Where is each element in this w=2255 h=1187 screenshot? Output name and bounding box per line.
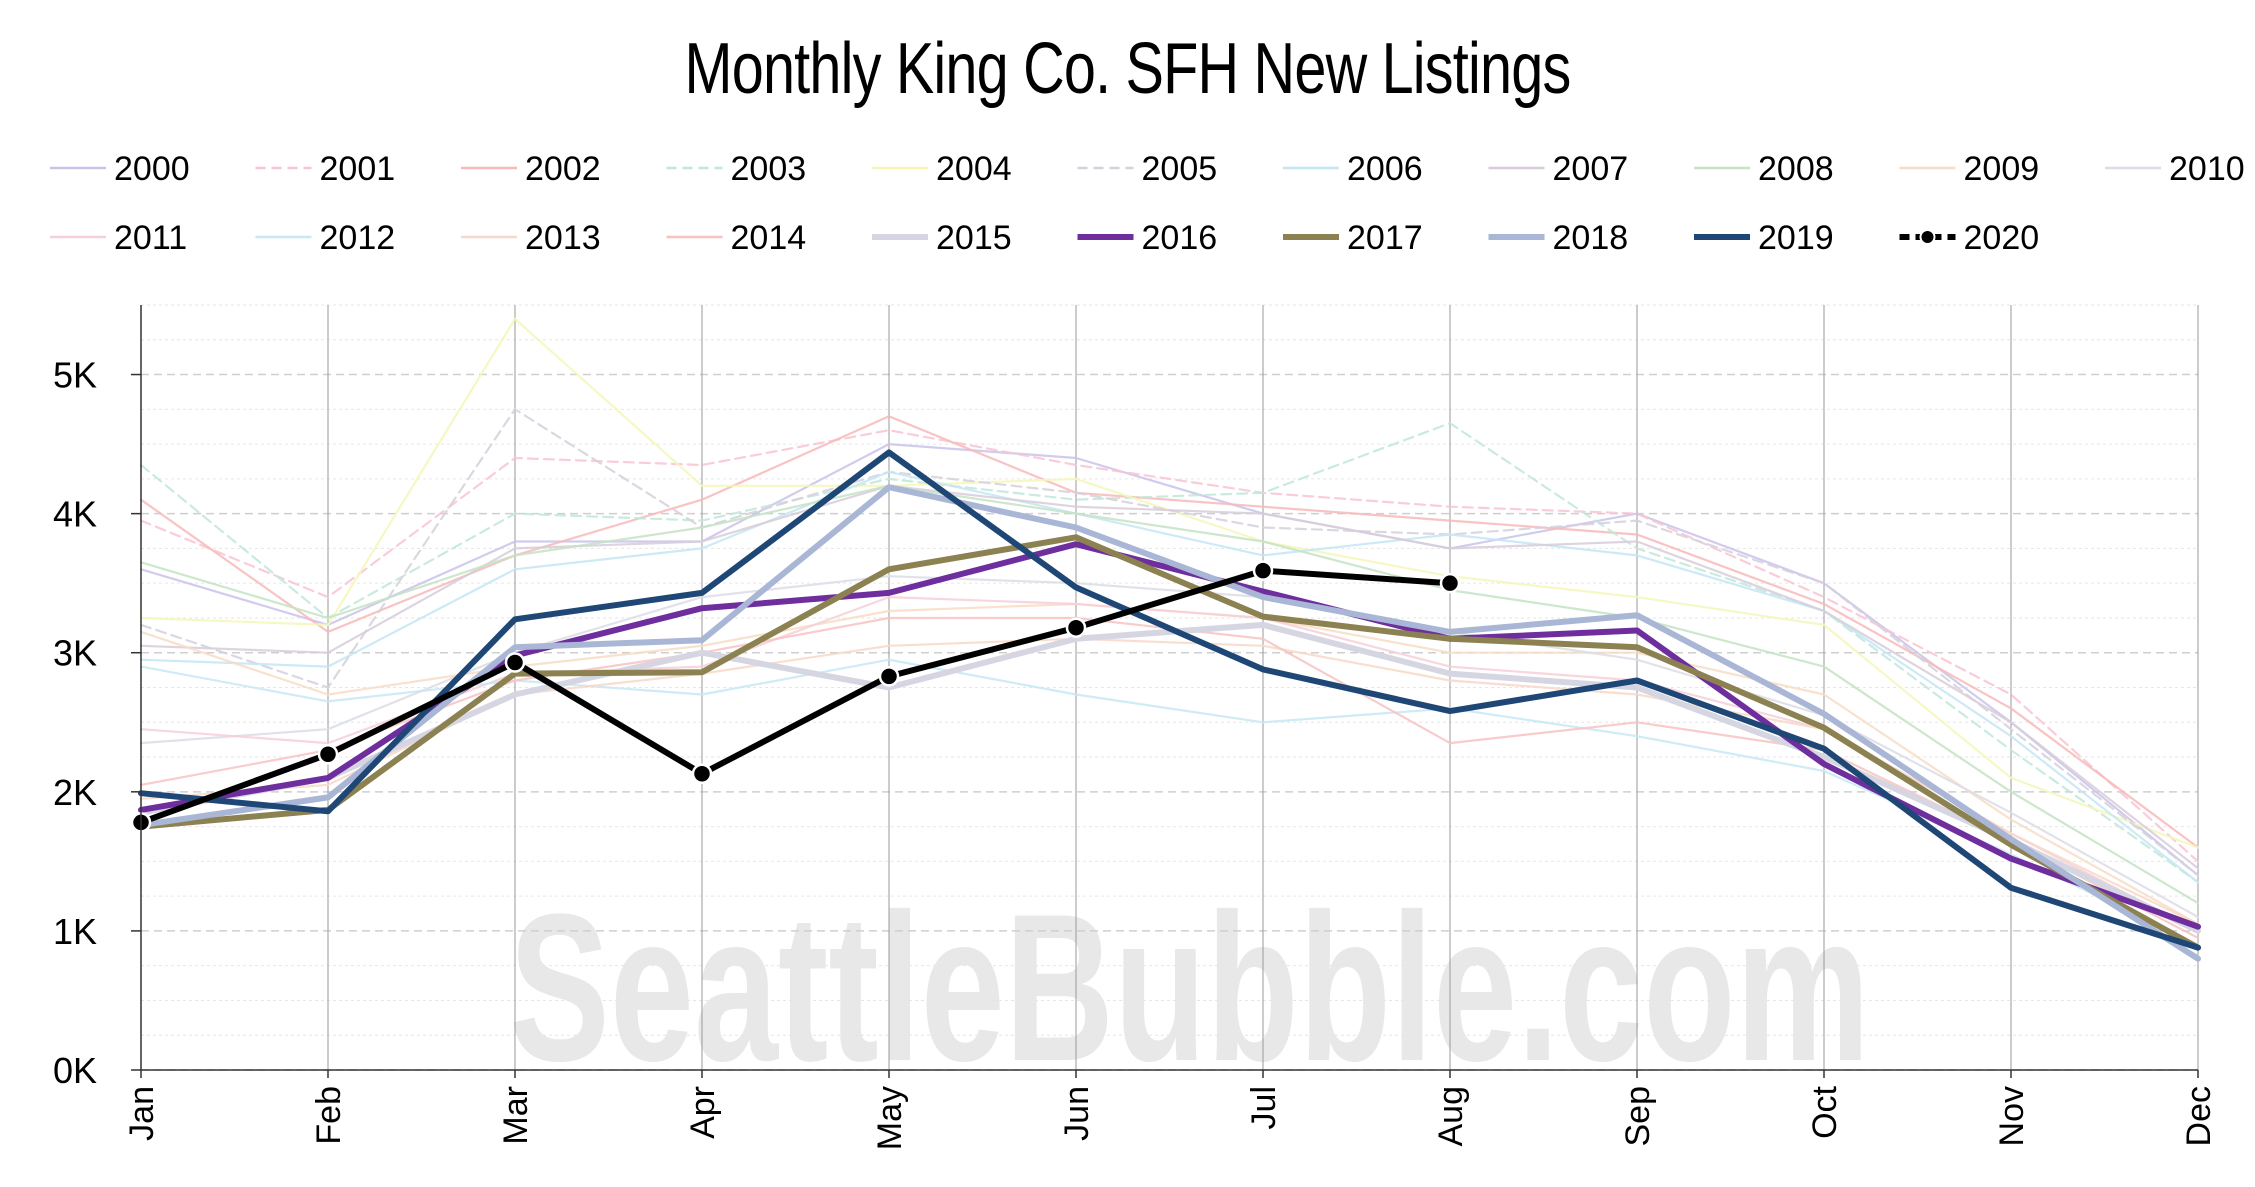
legend-label-2002: 2002 [525,150,601,188]
y-tick-label: 3K [53,633,97,674]
legend-label-2008: 2008 [1758,150,1834,188]
series-line-2003 [139,422,2200,884]
series-line-2018 [138,484,2201,962]
x-tick-label: Dec [2180,1086,2218,1146]
legend-label-2001: 2001 [320,150,396,188]
data-point-2020 [317,744,339,765]
y-tick-label: 0K [53,1050,97,1091]
series-line-2019 [138,449,2201,951]
series-line-2001 [139,429,2200,863]
data-point-2020 [504,652,526,673]
x-tick-label: Sep [1619,1086,1657,1147]
legend-label-2018: 2018 [1553,219,1629,257]
chart-title: Monthly King Co. SFH New Listings [684,29,1572,109]
x-tick-label: Mar [497,1086,535,1145]
y-tick-label: 2K [53,772,97,813]
watermark: SeattleBubble.com [509,869,1870,1104]
x-tick-label: Nov [1993,1086,2031,1146]
legend-label-2012: 2012 [320,219,396,257]
legend-label-2004: 2004 [936,150,1012,188]
legend-label-2009: 2009 [1964,150,2040,188]
x-tick-label: Feb [310,1086,348,1145]
legend-label-2017: 2017 [1347,219,1423,257]
legend-label-2013: 2013 [525,219,601,257]
x-tick-label: Aug [1432,1086,1470,1147]
data-point-2020 [1439,572,1461,594]
data-point-2020 [691,763,713,784]
x-tick-label: Apr [684,1086,722,1139]
legend-label-2010: 2010 [2169,150,2245,188]
legend-marker-2020 [1919,229,1936,245]
x-tick-label: Jan [123,1086,161,1141]
series-line-2008 [139,484,2200,905]
legend-label-2011: 2011 [114,219,187,257]
y-tick-label: 1K [53,911,97,952]
legend-label-2007: 2007 [1553,150,1629,188]
x-tick-label: Jun [1058,1086,1096,1141]
legend-label-2020: 2020 [1964,219,2040,257]
legend-label-2003: 2003 [731,150,807,188]
x-tick-label: May [871,1086,909,1150]
data-point-2020 [1252,560,1274,581]
legend-label-2016: 2016 [1142,219,1218,257]
series-line-2012 [139,658,2200,946]
legend-label-2014: 2014 [731,219,807,257]
legend-label-2000: 2000 [114,150,190,188]
legend-label-2019: 2019 [1758,219,1834,257]
series-line-2006 [139,470,2200,884]
series-line-2017 [138,534,2201,951]
x-tick-label: Jul [1245,1086,1283,1129]
y-tick-label: 5K [53,355,97,396]
legend-label-2006: 2006 [1347,150,1423,188]
data-point-2020 [1065,617,1087,638]
legend-label-2015: 2015 [936,219,1012,257]
series-line-2002 [139,415,2200,849]
y-tick-label: 4K [53,494,97,535]
legend-label-2005: 2005 [1142,150,1218,188]
series-line-2020 [138,567,1453,826]
x-tick-label: Oct [1806,1085,1844,1138]
data-point-2020 [878,666,900,687]
